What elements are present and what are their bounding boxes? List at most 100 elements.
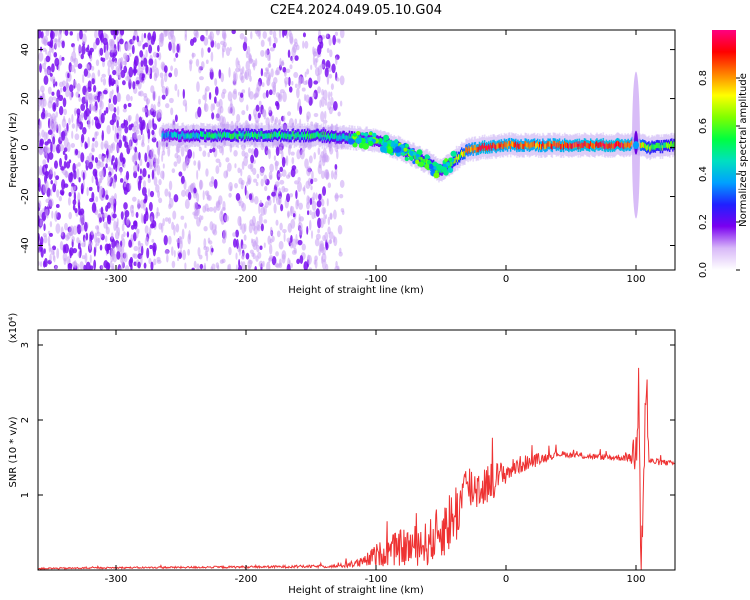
noise-speckle [80, 224, 85, 232]
ridge-core [302, 134, 305, 140]
colorbar-tick-label: 0.0 [698, 262, 709, 278]
noise-speckle [319, 243, 324, 252]
ridge-core [331, 132, 333, 139]
ridge-core [610, 142, 613, 148]
noise-speckle [241, 89, 246, 94]
noise-speckle [79, 261, 84, 270]
noise-speckle [286, 193, 291, 203]
noise-speckle [87, 136, 90, 148]
noise-speckle [209, 221, 214, 231]
ridge-core [575, 142, 578, 148]
y-tick-label: 2 [20, 417, 31, 423]
noise-speckle [50, 180, 54, 185]
noise-speckle [80, 53, 84, 60]
ridge-core [614, 142, 617, 148]
noise-speckle [141, 186, 147, 197]
noise-speckle [61, 40, 65, 49]
noise-speckle [99, 47, 104, 56]
noise-speckle [147, 39, 150, 47]
ridge-core [578, 141, 581, 147]
noise-speckle [86, 186, 89, 197]
noise-speckle [168, 191, 171, 198]
noise-speckle [76, 168, 80, 180]
ridge-core [417, 155, 419, 161]
noise-speckle [80, 183, 84, 194]
noise-speckle [339, 75, 345, 86]
noise-speckle [257, 112, 261, 119]
noise-speckle [211, 147, 216, 153]
ridge-core [450, 160, 453, 167]
ridge-core [173, 131, 176, 137]
noise-speckle [243, 36, 248, 43]
ridge-core [327, 133, 330, 139]
noise-speckle [337, 224, 343, 235]
noise-speckle [240, 201, 245, 209]
noise-speckle [63, 115, 66, 122]
noise-speckle [111, 112, 117, 123]
ridge-core [234, 131, 236, 137]
noise-speckle [113, 202, 117, 214]
noise-speckle [109, 90, 113, 100]
noise-speckle [306, 111, 311, 120]
noise-speckle [73, 191, 77, 202]
noise-speckle [153, 258, 157, 266]
noise-speckle [323, 214, 326, 225]
noise-speckle [75, 91, 80, 98]
noise-speckle [59, 87, 63, 93]
ridge-core [225, 132, 228, 138]
noise-speckle [72, 225, 78, 235]
noise-speckle [200, 34, 205, 42]
noise-speckle [295, 233, 298, 245]
ridge-core [453, 158, 456, 164]
noise-speckle [315, 208, 320, 217]
noise-speckle [102, 37, 108, 46]
noise-speckle [210, 266, 213, 270]
noise-speckle [259, 245, 263, 250]
ridge-core [449, 160, 452, 167]
ridge-core [203, 131, 205, 137]
ridge-core [597, 142, 599, 148]
noise-speckle [133, 220, 138, 230]
noise-speckle [304, 71, 307, 78]
noise-speckle [266, 150, 271, 155]
noise-speckle [110, 30, 115, 36]
ridge-core [433, 165, 436, 171]
noise-speckle [71, 123, 76, 129]
ridge-core [345, 134, 348, 141]
noise-speckle [73, 79, 77, 87]
noise-speckle [99, 34, 102, 42]
noise-speckle [329, 49, 333, 58]
noise-speckle [102, 77, 107, 86]
noise-speckle [74, 148, 79, 156]
noise-speckle [267, 198, 272, 206]
noise-speckle [271, 115, 275, 121]
ridge-core [496, 143, 498, 149]
ridge-core [607, 143, 610, 150]
colorbar-label: Normalized spectral amplitude [738, 73, 749, 227]
ridge-core [580, 142, 583, 148]
noise-speckle [75, 121, 78, 133]
ridge-core [328, 135, 331, 141]
noise-speckle [118, 134, 122, 140]
ridge-core [181, 131, 183, 137]
noise-speckle [59, 157, 62, 168]
noise-speckle [160, 61, 166, 71]
noise-speckle [55, 204, 60, 209]
noise-speckle [77, 45, 82, 52]
ridge-core [209, 131, 211, 138]
noise-speckle [76, 83, 81, 92]
ridge-core [656, 142, 659, 148]
noise-speckle [191, 267, 195, 270]
noise-speckle [79, 215, 85, 225]
noise-speckle [267, 53, 271, 62]
ridge-core [242, 130, 245, 137]
noise-speckle [52, 136, 56, 145]
ridge-core [260, 130, 262, 137]
noise-speckle [288, 76, 291, 87]
noise-speckle [173, 194, 179, 203]
noise-speckle [62, 97, 67, 108]
ridge-core [547, 141, 549, 147]
noise-speckle [327, 101, 332, 111]
noise-speckle [38, 177, 41, 188]
ridge-core [456, 156, 459, 163]
